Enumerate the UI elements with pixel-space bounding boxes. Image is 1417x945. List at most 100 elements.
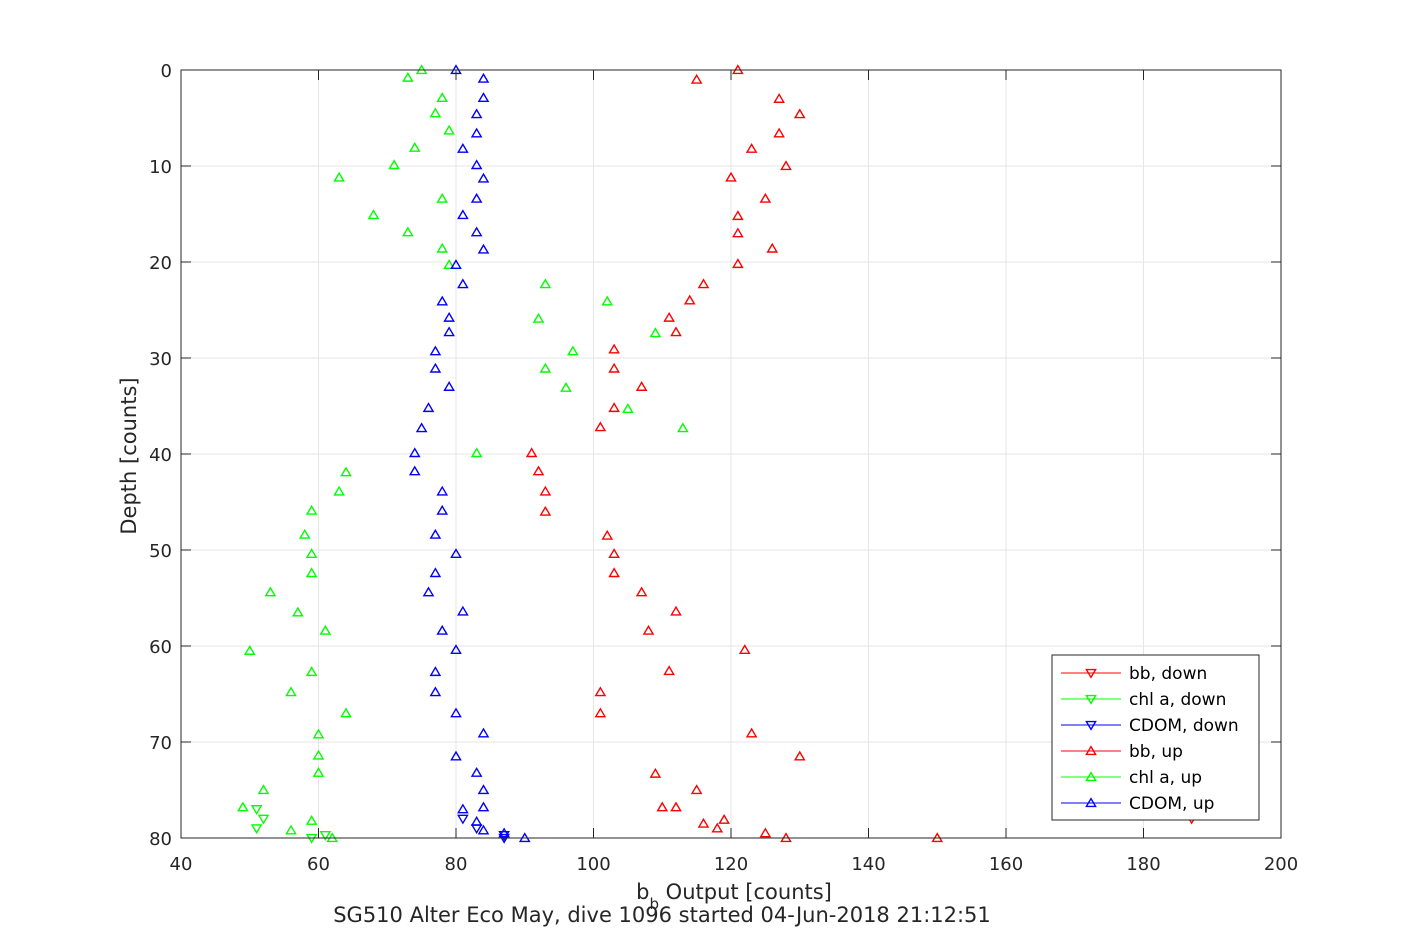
y-tick-label: 50 — [149, 541, 172, 562]
data-point — [567, 345, 579, 356]
data-point — [305, 548, 318, 558]
data-point — [477, 727, 490, 738]
data-point — [539, 278, 552, 289]
data-point — [477, 92, 490, 102]
data-point — [649, 767, 662, 778]
data-point — [759, 192, 772, 203]
data-point — [793, 750, 806, 761]
data-point — [450, 644, 462, 654]
data-point — [305, 814, 318, 825]
data-point — [725, 171, 737, 182]
data-point — [408, 142, 421, 152]
legend-label: bb, down — [1129, 664, 1207, 684]
data-point — [670, 605, 682, 616]
data-point — [436, 92, 449, 102]
data-point — [470, 127, 483, 138]
data-point — [436, 295, 449, 306]
data-point — [745, 142, 758, 153]
data-point — [532, 465, 545, 476]
data-point — [539, 505, 552, 516]
legend-marker — [1085, 694, 1097, 705]
x-tick-label: 180 — [1126, 854, 1160, 875]
data-point — [257, 814, 270, 825]
data-point — [697, 278, 710, 289]
data-point — [539, 485, 552, 496]
x-axis-title: bb Output [counts] — [636, 880, 832, 913]
data-point — [243, 645, 256, 655]
data-point — [477, 784, 490, 795]
data-point — [670, 801, 682, 812]
legend-box — [1051, 654, 1260, 821]
data-point — [305, 567, 318, 578]
data-point — [298, 528, 311, 539]
data-point — [422, 402, 435, 413]
data-point — [732, 258, 744, 269]
x-axis-title-main: b — [636, 880, 649, 904]
y-tick-label: 70 — [149, 733, 172, 754]
y-tick-label: 80 — [149, 829, 172, 850]
data-point — [457, 803, 469, 814]
data-point — [429, 362, 442, 373]
data-point — [622, 403, 634, 414]
data-point — [525, 447, 538, 458]
data-point — [429, 686, 442, 697]
data-point — [759, 827, 772, 838]
data-point — [594, 421, 607, 432]
axis-ticks: 40 60 80 100 120 140 160 180 200 0 10 20 30 40 50 60 70 8… — [149, 61, 1298, 875]
data-point — [292, 606, 304, 617]
data-point — [738, 644, 751, 654]
data-point — [285, 686, 297, 697]
data-point — [594, 686, 607, 697]
legend-marker — [1085, 771, 1097, 782]
data-point — [649, 327, 662, 338]
data-point — [305, 504, 318, 515]
x-tick-label: 40 — [170, 854, 193, 875]
data-point — [333, 485, 345, 496]
data-point — [443, 311, 455, 322]
y-tick-label: 30 — [149, 349, 172, 370]
data-point — [677, 422, 689, 433]
data-point — [608, 343, 620, 354]
data-point — [457, 278, 469, 289]
data-point — [436, 485, 449, 496]
data-point — [367, 209, 380, 220]
legend-marker — [1085, 797, 1097, 808]
data-point — [663, 665, 675, 676]
data-point — [690, 784, 703, 795]
data-point — [697, 817, 710, 828]
data-point — [457, 209, 469, 220]
data-point — [388, 159, 400, 170]
data-point — [429, 345, 442, 356]
x-tick-label: 140 — [851, 854, 885, 875]
legend-entries: bb, down chl a, down CDOM, down bb, up chl a… — [1061, 664, 1239, 814]
legend-label: chl a, up — [1129, 768, 1202, 788]
data-point — [594, 707, 607, 718]
data-point — [635, 586, 648, 597]
data-point — [450, 259, 462, 270]
data-point — [443, 326, 455, 337]
data-point — [443, 124, 455, 135]
data-point — [470, 108, 483, 119]
data-point — [450, 750, 462, 761]
data-point — [457, 142, 469, 153]
data-point — [670, 326, 682, 337]
x-tick-label: 80 — [445, 854, 468, 875]
data-point — [470, 192, 483, 203]
data-point — [312, 749, 325, 760]
x-tick-label: 100 — [576, 854, 610, 875]
legend: bb, down chl a, down CDOM, down bb, up chl a… — [1051, 654, 1260, 821]
data-point — [539, 362, 552, 373]
data-point — [732, 210, 744, 221]
legend-label: bb, up — [1129, 742, 1183, 762]
data-point — [429, 567, 442, 578]
data-point — [773, 93, 785, 103]
data-point — [498, 827, 510, 838]
y-tick-label: 40 — [149, 445, 172, 466]
x-axis-title-rest: Output [counts] — [659, 880, 832, 904]
data-point — [436, 192, 449, 203]
data-point — [408, 447, 421, 458]
legend-marker — [1085, 668, 1097, 679]
legend-label: CDOM, down — [1129, 716, 1239, 736]
data-point — [443, 259, 455, 270]
data-point — [711, 822, 724, 833]
